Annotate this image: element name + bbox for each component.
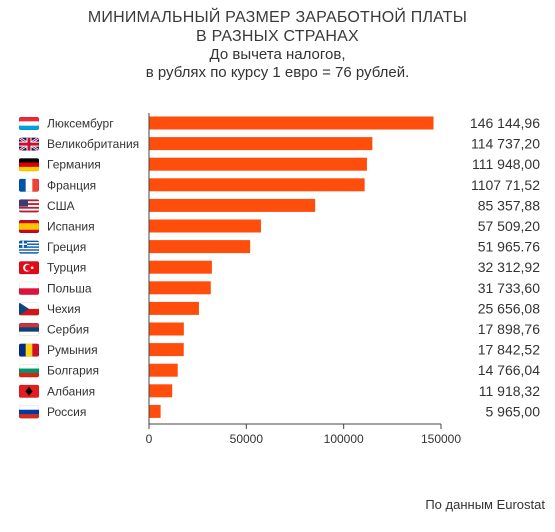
flag-germany-icon bbox=[19, 158, 39, 172]
chart-subtitle-line-1: До вычета налогов, bbox=[209, 46, 346, 63]
flag-czechia-icon bbox=[19, 302, 39, 316]
category-label: Испания bbox=[47, 220, 95, 234]
bar bbox=[149, 178, 365, 192]
flag-luxembourg-icon bbox=[19, 117, 39, 130]
bar bbox=[149, 281, 211, 295]
bar bbox=[149, 198, 316, 212]
value-label: 31 733,60 bbox=[478, 280, 540, 296]
category-label: Албания bbox=[47, 384, 95, 398]
flag-bulgaria-icon bbox=[19, 364, 39, 378]
x-tick-label: 150000 bbox=[421, 432, 461, 446]
value-label: 5 965,00 bbox=[486, 403, 541, 419]
value-label: 57 509,20 bbox=[478, 218, 540, 234]
category-label: Греция bbox=[47, 240, 86, 254]
bar bbox=[149, 343, 184, 357]
flag-serbia-icon bbox=[19, 323, 39, 336]
value-label: 17 842,52 bbox=[478, 342, 540, 358]
title-block: МИНИМАЛЬНЫЙ РАЗМЕР ЗАРАБОТНОЙ ПЛАТЫ В РА… bbox=[0, 8, 555, 82]
bar bbox=[149, 240, 251, 254]
category-label: США bbox=[47, 199, 75, 213]
bar bbox=[149, 322, 184, 336]
x-tick-label: 100000 bbox=[324, 432, 364, 446]
chart-title-line-2: В РАЗНЫХ СТРАНАХ bbox=[196, 28, 359, 45]
bar bbox=[149, 384, 173, 398]
category-label: Германия bbox=[47, 158, 101, 172]
flag-albania-icon bbox=[19, 384, 39, 398]
source-note: По данным Eurostat bbox=[425, 497, 545, 512]
flag-uk-icon bbox=[19, 137, 39, 151]
category-label: Сербия bbox=[47, 323, 89, 337]
bar bbox=[149, 157, 367, 171]
value-label: 32 312,92 bbox=[478, 259, 540, 275]
flag-spain-icon bbox=[19, 220, 39, 233]
x-tick-label: 50000 bbox=[230, 432, 264, 446]
category-label: Болгария bbox=[47, 364, 99, 378]
value-label: 51 965.76 bbox=[478, 239, 540, 255]
value-label: 85 357,88 bbox=[478, 197, 540, 213]
value-label: 14 766,04 bbox=[478, 362, 540, 378]
flag-usa-icon bbox=[19, 199, 39, 213]
value-label: 17 898,76 bbox=[478, 321, 540, 337]
bar bbox=[149, 137, 373, 151]
value-label: 111 948,00 bbox=[472, 156, 540, 172]
bar bbox=[149, 301, 199, 315]
category-label: Россия bbox=[47, 405, 86, 419]
value-label: 25 656,08 bbox=[478, 300, 540, 316]
chart-title-line-1: МИНИМАЛЬНЫЙ РАЗМЕР ЗАРАБОТНОЙ ПЛАТЫ bbox=[87, 9, 468, 26]
flag-france-icon bbox=[19, 178, 39, 192]
value-label: 146 144,96 bbox=[470, 115, 540, 131]
category-label: Румыния bbox=[47, 343, 98, 357]
value-label: 11 918,32 bbox=[479, 383, 540, 399]
bar bbox=[149, 363, 178, 377]
category-label: Люксембург bbox=[47, 117, 114, 131]
flag-romania-icon bbox=[19, 343, 39, 357]
chart-subtitle-line-2: в рублях по курсу 1 евро = 76 рублей. bbox=[145, 64, 410, 81]
value-label: 114 737,20 bbox=[471, 136, 540, 152]
flag-poland-icon bbox=[19, 281, 39, 295]
category-label: Великобритания bbox=[47, 137, 139, 151]
x-tick-label: 0 bbox=[146, 432, 153, 446]
value-label: 1107 71,52 bbox=[471, 177, 540, 193]
flag-russia-icon bbox=[19, 405, 39, 419]
category-label: Чехия bbox=[47, 302, 81, 316]
bar bbox=[149, 116, 434, 130]
bar bbox=[149, 260, 212, 274]
flag-turkey-icon bbox=[19, 261, 39, 275]
flag-greece-icon bbox=[19, 240, 39, 254]
bar bbox=[149, 219, 261, 233]
category-label: Турция bbox=[47, 261, 86, 275]
bar bbox=[149, 404, 161, 418]
category-label: Франция bbox=[47, 178, 96, 192]
category-label: Польша bbox=[47, 281, 92, 295]
